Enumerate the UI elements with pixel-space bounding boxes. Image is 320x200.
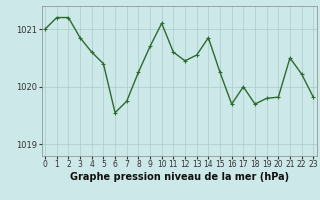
X-axis label: Graphe pression niveau de la mer (hPa): Graphe pression niveau de la mer (hPa) xyxy=(70,172,289,182)
